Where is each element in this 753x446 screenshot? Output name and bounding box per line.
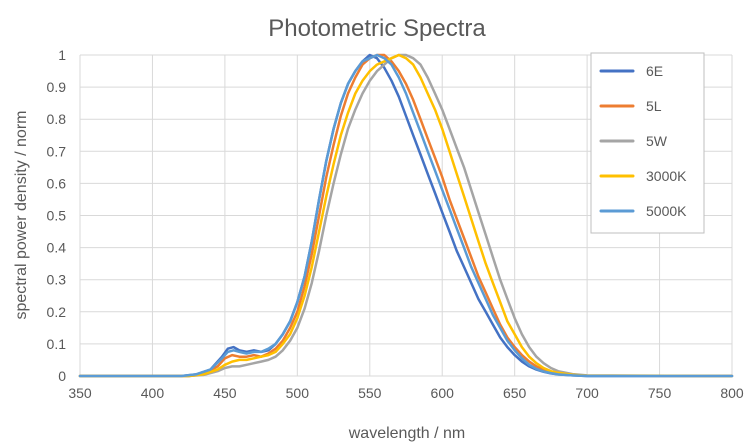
y-tick-label: 0.1 — [47, 336, 67, 352]
x-tick-label: 450 — [213, 385, 237, 401]
x-tick-label: 750 — [648, 385, 672, 401]
y-tick-label: 0.7 — [47, 143, 67, 159]
y-tick-label: 0.2 — [47, 304, 67, 320]
x-tick-label: 600 — [431, 385, 455, 401]
tick-labels: 350 400 450 500 550 600 650 700 750 800 0 0.1 0.2 0.3… — [47, 47, 744, 401]
x-tick-label: 350 — [68, 385, 92, 401]
legend-label-5w: 5W — [646, 133, 668, 149]
y-tick-label: 0.3 — [47, 272, 67, 288]
series-line-6e — [78, 53, 734, 378]
legend-label-5000k: 5000K — [646, 203, 687, 219]
legend: 6E 5L 5W 3000K 5000K — [590, 52, 705, 234]
y-tick-label: 0.6 — [47, 175, 67, 191]
y-tick-label: 0 — [58, 368, 66, 384]
y-tick-label: 1 — [58, 47, 66, 63]
x-tick-label: 650 — [503, 385, 527, 401]
chart-title: Photometric Spectra — [268, 15, 486, 42]
series-line-5000k — [78, 53, 734, 378]
y-tick-label: 0.8 — [47, 111, 67, 127]
y-axis-title: spectral power density / norm — [13, 111, 30, 320]
x-tick-label: 400 — [141, 385, 165, 401]
y-tick-label: 0.9 — [47, 79, 67, 95]
x-tick-label: 700 — [575, 385, 599, 401]
x-axis-title: wavelength / nm — [348, 425, 466, 442]
legend-label-5l: 5L — [646, 98, 662, 114]
x-tick-label: 800 — [720, 385, 744, 401]
legend-label-3000k: 3000K — [646, 168, 687, 184]
legend-box — [590, 52, 705, 234]
x-tick-label: 550 — [358, 385, 382, 401]
y-tick-label: 0.5 — [47, 208, 67, 224]
x-tick-label: 500 — [286, 385, 310, 401]
series-lines — [78, 53, 734, 378]
legend-label-6e: 6E — [646, 63, 663, 79]
y-tick-label: 0.4 — [47, 240, 67, 256]
